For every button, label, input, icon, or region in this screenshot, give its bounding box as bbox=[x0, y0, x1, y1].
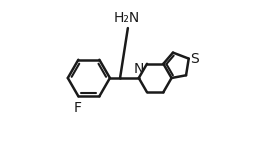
Text: S: S bbox=[191, 52, 199, 66]
Text: H₂N: H₂N bbox=[114, 11, 140, 25]
Text: F: F bbox=[73, 101, 81, 115]
Text: N: N bbox=[134, 62, 144, 76]
